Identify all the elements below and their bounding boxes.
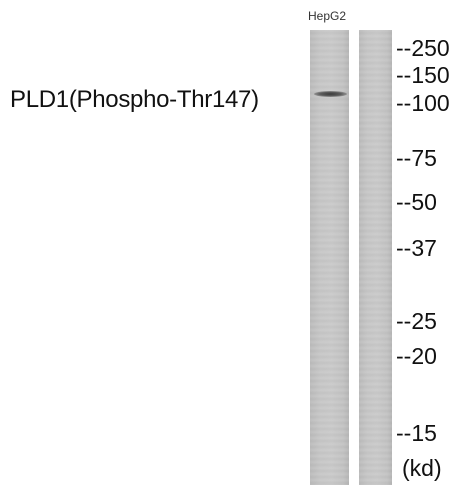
marker-250: --250 [396, 35, 450, 61]
blot-lane-2 [359, 30, 392, 485]
blot-lane-1 [310, 30, 349, 485]
marker-50: --50 [396, 189, 437, 215]
protein-label: PLD1(Phospho-Thr147) [10, 86, 259, 113]
marker-100: --100 [396, 90, 450, 116]
marker-20: --20 [396, 343, 437, 369]
marker-37: --37 [396, 235, 437, 261]
marker-25: --25 [396, 308, 437, 334]
marker-15: --15 [396, 420, 437, 446]
lane-label-hepg2: HepG2 [307, 9, 347, 23]
marker-75: --75 [396, 145, 437, 171]
marker-150: --150 [396, 62, 450, 88]
protein-band [314, 91, 347, 97]
unit-label: (kd) [402, 455, 442, 481]
